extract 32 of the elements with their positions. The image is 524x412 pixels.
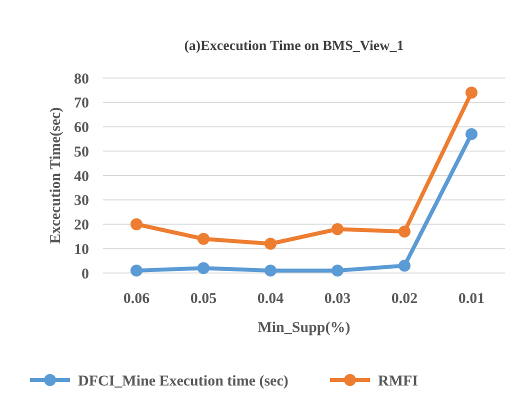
- y-tick-label: 10: [74, 242, 89, 258]
- y-tick-label: 40: [74, 168, 89, 185]
- x-axis-title: Min_Supp(%): [258, 320, 350, 336]
- x-tick-label: 0.02: [391, 291, 418, 307]
- x-tick-label: 0.03: [324, 291, 351, 307]
- x-tick-label: 0.04: [257, 291, 284, 307]
- point: [332, 223, 344, 236]
- point: [264, 238, 276, 250]
- point: [264, 264, 276, 277]
- point: [130, 264, 142, 277]
- point: [466, 86, 478, 99]
- x-tick-label: 0.01: [458, 291, 485, 307]
- point: [398, 260, 410, 272]
- y-tick-label: 50: [74, 144, 89, 160]
- y-tick-label: 30: [74, 193, 89, 210]
- legend-label: RMFI: [378, 373, 418, 390]
- y-axis-title: Excecution Time(sec): [48, 107, 64, 244]
- y-tick-label: 70: [74, 96, 89, 112]
- point: [466, 128, 478, 140]
- y-tick-label: 20: [74, 218, 89, 234]
- y-tick-label: 0: [82, 266, 89, 282]
- legend-label: DFCI_Mine Execution time (sec): [78, 373, 288, 390]
- point: [198, 262, 210, 274]
- point: [332, 264, 344, 277]
- x-tick-label: 0.05: [190, 291, 217, 307]
- point: [130, 218, 142, 230]
- chart-title: (a)Excecution Time on BMS_View_1: [184, 39, 404, 54]
- x-tick-label: 0.06: [123, 291, 150, 307]
- point: [398, 226, 410, 238]
- y-tick-label: 80: [74, 71, 89, 88]
- y-tick-label: 60: [74, 120, 89, 136]
- point: [198, 232, 210, 245]
